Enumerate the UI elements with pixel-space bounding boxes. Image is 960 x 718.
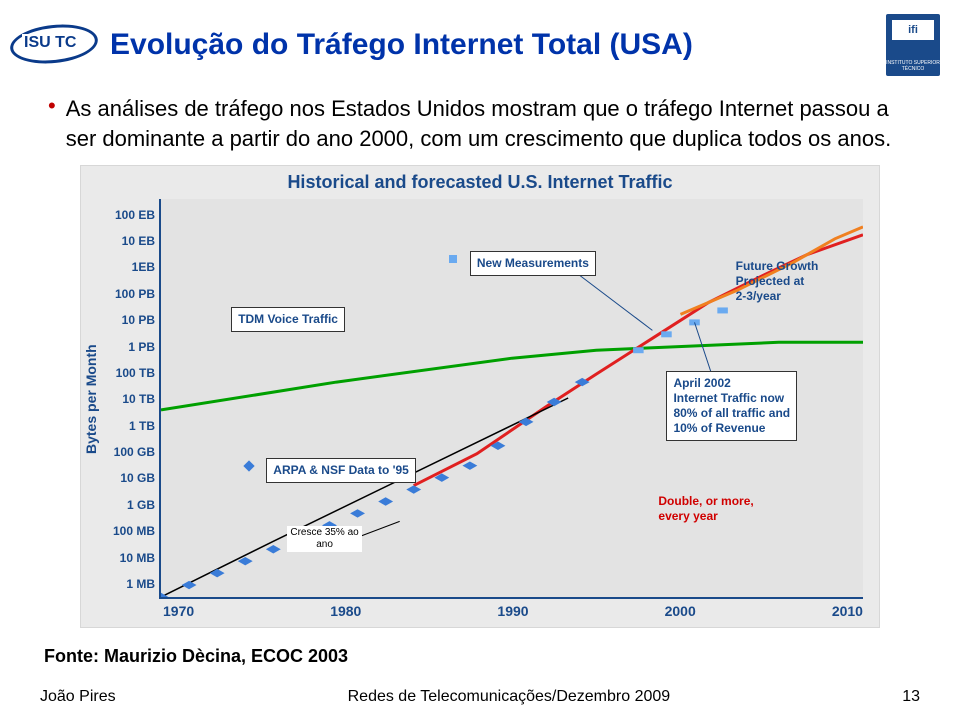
footer-course: Redes de Telecomunicações/Dezembro 2009 bbox=[348, 688, 671, 706]
ytick-label: 100 GB bbox=[114, 445, 155, 459]
ytick-label: 10 TB bbox=[122, 392, 155, 406]
logo-left-text: ISU TC bbox=[22, 34, 78, 52]
chart-label-future: Future Growth Projected at 2-3/year bbox=[730, 255, 825, 308]
ytick-label: 100 PB bbox=[115, 287, 155, 301]
ytick-label: 100 TB bbox=[116, 366, 155, 380]
legend-marker-newm bbox=[449, 255, 457, 263]
chart-label-arpa: ARPA & NSF Data to '95 bbox=[266, 458, 416, 483]
footer-page: 13 bbox=[902, 688, 920, 706]
xtick-label: 2010 bbox=[832, 603, 863, 619]
ytick-label: 100 EB bbox=[115, 208, 155, 222]
slide-title: Evolução do Tráfego Internet Total (USA) bbox=[106, 28, 880, 62]
xtick-label: 1990 bbox=[497, 603, 528, 619]
chart-plot-area: TDM Voice Traffic ARPA & NSF Data to '95 N… bbox=[159, 199, 863, 599]
ytick-label: 1 GB bbox=[127, 498, 155, 512]
ytick-label: 1 PB bbox=[128, 340, 155, 354]
ytick-label: 1 MB bbox=[126, 577, 155, 591]
chart-label-tdm: TDM Voice Traffic bbox=[231, 307, 345, 332]
xtick-label: 1980 bbox=[330, 603, 361, 619]
ytick-label: 10 MB bbox=[120, 551, 155, 565]
ytick-label: 10 EB bbox=[122, 234, 155, 248]
chart-yticks: 100 EB 10 EB 1EB 100 PB 10 PB 1 PB 100 TB 10 TB… bbox=[101, 199, 159, 599]
xtick-label: 1970 bbox=[163, 603, 194, 619]
ytick-label: 100 MB bbox=[113, 524, 155, 538]
source-citation: Fonte: Maurizio Dècina, ECOC 2003 bbox=[0, 628, 960, 667]
logo-right-symbol: ifi bbox=[892, 20, 934, 40]
footer-author: João Pires bbox=[40, 688, 116, 706]
xtick-label: 2000 bbox=[665, 603, 696, 619]
slide-header: ISU TC Evolução do Tráfego Internet Tota… bbox=[0, 0, 960, 84]
logo-right-text: INSTITUTO SUPERIOR TÉCNICO bbox=[886, 60, 940, 72]
chart-body: Bytes per Month 100 EB 10 EB 1EB 100 PB 10 P… bbox=[81, 199, 879, 599]
instituto-logo: ifi INSTITUTO SUPERIOR TÉCNICO bbox=[886, 14, 940, 76]
chart-label-april2002: April 2002 Internet Traffic now 80% of a… bbox=[666, 371, 797, 441]
bullet-dot-icon: • bbox=[48, 94, 56, 153]
chart-title: Historical and forecasted U.S. Internet … bbox=[81, 166, 879, 199]
bullet-text: As análises de tráfego nos Estados Unido… bbox=[66, 94, 900, 153]
chart-xaxis: 1970 1980 1990 2000 2010 bbox=[163, 599, 863, 627]
traffic-chart: Historical and forecasted U.S. Internet … bbox=[80, 165, 880, 628]
bullet-block: • As análises de tráfego nos Estados Uni… bbox=[0, 84, 960, 159]
ytick-label: 10 GB bbox=[120, 471, 155, 485]
chart-label-double: Double, or more, every year bbox=[652, 490, 759, 528]
ytick-label: 1 TB bbox=[129, 419, 155, 433]
cresce-annotation: Cresce 35% ao ano bbox=[287, 526, 361, 552]
chart-ylabel: Bytes per Month bbox=[81, 199, 101, 599]
slide-footer: João Pires Redes de Telecomunicações/Dez… bbox=[0, 688, 960, 706]
ytick-label: 1EB bbox=[132, 260, 155, 274]
isu-tc-logo: ISU TC bbox=[10, 23, 100, 67]
ytick-label: 10 PB bbox=[122, 313, 155, 327]
chart-label-newm: New Measurements bbox=[470, 251, 596, 276]
